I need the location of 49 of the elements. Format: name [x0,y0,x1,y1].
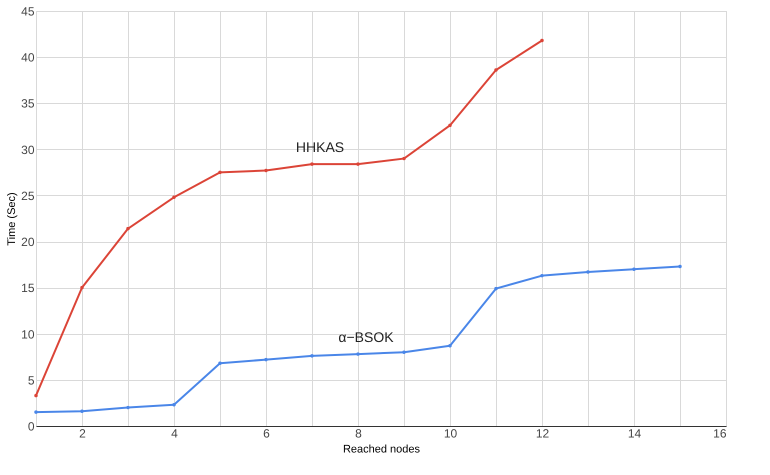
point [80,286,84,290]
point [80,410,84,413]
point [402,156,406,160]
y-axis-title: Time (Sec) [6,192,18,246]
point [448,124,452,128]
y-tick-label: 0 [28,420,35,434]
y-tick-label: 35 [21,96,35,111]
x-axis-title: Reached nodes [342,444,421,456]
point [448,344,452,348]
point [494,68,498,72]
point [264,358,268,362]
x-tick-label: 6 [263,426,270,440]
point [310,162,314,166]
point [632,267,636,271]
point [356,162,360,166]
point [172,196,176,200]
series-label: α−BSOK [338,329,394,346]
point [126,226,130,230]
y-tick-label: 20 [21,235,35,250]
y-tick-label: 10 [21,327,35,342]
x-tick-label: 8 [355,426,362,440]
point [34,394,38,398]
y-tick-label: 5 [28,373,35,388]
point [310,354,314,358]
point [678,264,682,268]
point [356,352,360,356]
point [218,170,222,174]
x-tick-label: 16 [713,426,727,440]
point [172,403,176,407]
x-tick-label: 4 [171,426,178,440]
point [540,38,544,42]
x-tick-label: 10 [444,426,458,440]
y-tick-label: 45 [21,4,35,18]
point [540,274,544,278]
y-tick-label: 25 [21,188,35,203]
y-tick-label: 30 [21,142,35,157]
point [264,168,268,172]
point [586,270,590,274]
point [402,350,406,354]
point [34,410,38,414]
x-tick-label: 12 [536,426,550,440]
x-tick-label: 2 [79,426,86,440]
point [126,406,130,410]
y-tick-label: 40 [21,50,35,65]
x-tick-label: 14 [628,426,642,440]
series-label: HHKAS [296,139,344,156]
point [494,286,498,290]
y-tick-label: 15 [21,281,35,296]
point [218,362,222,366]
